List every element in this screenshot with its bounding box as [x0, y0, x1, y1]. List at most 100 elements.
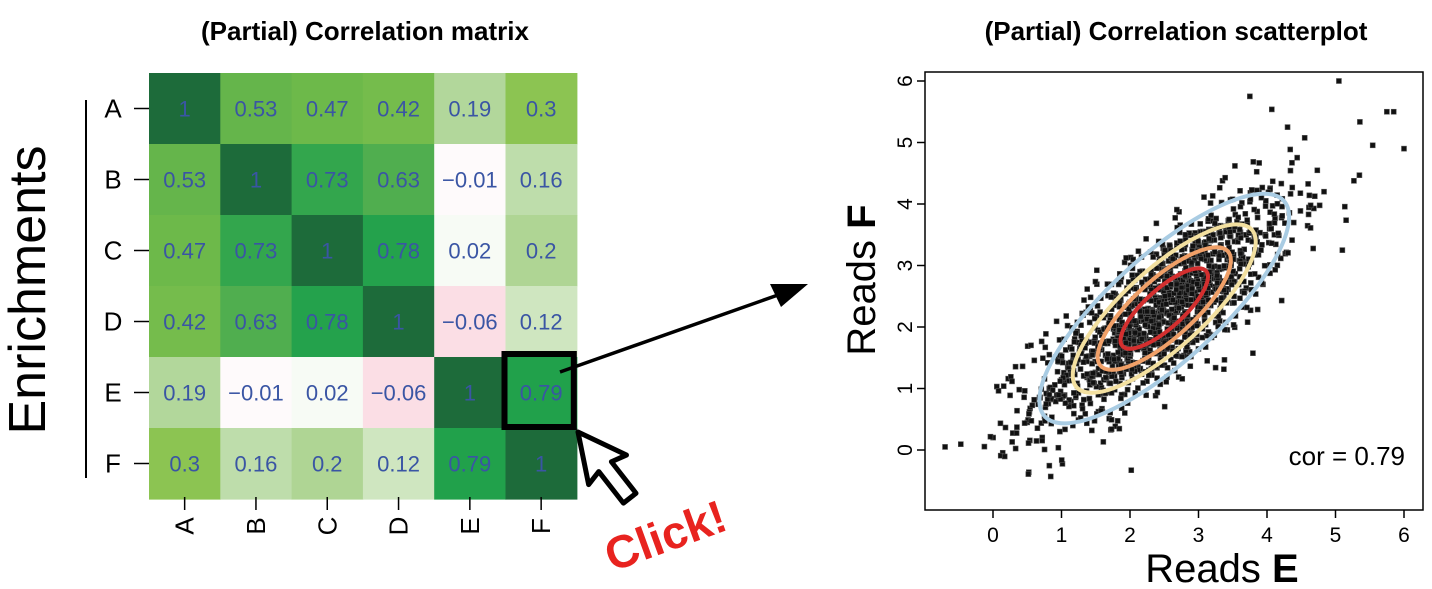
scatter-point [1147, 329, 1154, 336]
x-label-prefix: Reads [1145, 547, 1272, 589]
scatter-point [1000, 383, 1007, 389]
scatter-point [1138, 313, 1144, 320]
heatmap-cell-D-F[interactable] [505, 286, 578, 358]
scatter-point [1019, 363, 1026, 370]
heatmap-cell-C-F[interactable] [505, 215, 578, 287]
scatter-point [1088, 310, 1095, 316]
heatmap-cells[interactable]: 1 0.53 0.47 0.42 0.19 0.3 0.53 1 0.73 0.63 −0.01 0.… [149, 73, 578, 500]
heatmap-cell-E-D[interactable] [362, 357, 435, 429]
density-contour-mid [1070, 222, 1258, 395]
heatmap-cell-F-A[interactable] [149, 428, 221, 500]
scatter-point [1228, 281, 1235, 288]
scatter-point [1258, 247, 1264, 253]
heatmap-cell-C-C[interactable] [291, 215, 364, 287]
scatter-point [1178, 284, 1185, 291]
heatmap-cell-E-A[interactable] [149, 357, 221, 429]
heatmap-cell-D-B[interactable] [220, 286, 293, 358]
heatmap-cell-D-D[interactable] [362, 286, 435, 358]
scatter-point [1161, 293, 1168, 300]
heatmap-cell-B-D[interactable] [362, 144, 435, 216]
scatter-point [1070, 402, 1077, 409]
scatter-point [1097, 309, 1103, 315]
heatmap-cell-A-D[interactable] [362, 73, 435, 145]
scatter-point [1204, 358, 1210, 364]
scatter-point [1104, 355, 1110, 362]
heatmap-column-label: C [312, 517, 342, 536]
scatter-point [1115, 281, 1122, 288]
heatmap-cell-F-E[interactable] [434, 428, 507, 500]
scatter-point [1351, 178, 1357, 184]
heatmap-cell-C-D[interactable] [362, 215, 435, 287]
scatter-point [1108, 426, 1115, 432]
heatmap-cell-C-E[interactable] [434, 215, 507, 287]
heatmap-cell-B-F[interactable] [505, 144, 578, 216]
heatmap-cell-value: 1 [535, 452, 547, 477]
heatmap-cell-value: 0.79 [448, 452, 491, 477]
heatmap-cell-B-E[interactable] [434, 144, 507, 216]
heatmap-cell-value: 1 [392, 310, 404, 335]
x-label-bold: E [1272, 547, 1299, 589]
heatmap-cell-F-B[interactable] [220, 428, 293, 500]
heatmap-cell-E-B[interactable] [220, 357, 293, 429]
heatmap-cell-D-C[interactable] [291, 286, 364, 358]
heatmap-row-label: B [104, 165, 121, 195]
scatter-point [1143, 392, 1149, 399]
heatmap-cell-value: 0.78 [377, 239, 420, 264]
scatter-point [1201, 194, 1207, 200]
heatmap-cell-D-A[interactable] [149, 286, 221, 358]
scatter-point [1122, 350, 1129, 357]
scatter-point [1248, 187, 1255, 193]
scatter-point [1156, 321, 1162, 328]
scatter-point [1021, 420, 1028, 426]
density-contour-inner [1095, 245, 1233, 372]
scatter-point [1168, 306, 1175, 313]
scatter-point [1054, 368, 1061, 375]
scatter-point [1289, 184, 1296, 191]
heatmap-cell-C-B[interactable] [220, 215, 293, 287]
scatter-point [1089, 352, 1096, 358]
heatmap-cell-value: 0.12 [520, 310, 563, 335]
highlighted-cell-frame[interactable] [501, 351, 577, 430]
y-tick-label: 6 [894, 75, 917, 87]
heatmap-cell-F-C[interactable] [291, 428, 364, 500]
heatmap-cell-A-A[interactable] [149, 73, 221, 145]
scatter-point [1055, 392, 1062, 398]
scatter-point [1384, 108, 1390, 115]
scatter-point [1297, 190, 1304, 196]
heatmap-cell-B-C[interactable] [291, 144, 364, 216]
scatter-point [1090, 370, 1096, 377]
heatmap-cell-D-E[interactable] [434, 286, 507, 358]
scatter-point [1284, 124, 1291, 130]
scatter-point [1390, 108, 1397, 115]
heatmap-cell-value: 1 [464, 381, 476, 406]
scatter-point [1305, 211, 1312, 218]
scatter-point [1285, 250, 1291, 256]
heatmap-cell-F-F[interactable] [505, 428, 578, 500]
heatmap-cell-value: 0.16 [235, 452, 278, 477]
scatter-point [1241, 289, 1248, 296]
scatter-point [1049, 387, 1056, 394]
scatter-point [1135, 248, 1142, 254]
heatmap-cell-E-E[interactable] [434, 357, 507, 429]
scatter-point [1194, 260, 1201, 267]
scatter-point [1161, 351, 1167, 357]
heatmap-cell-value: 0.16 [520, 168, 563, 193]
scatter-point [1205, 252, 1211, 259]
scatter-point [1153, 220, 1160, 227]
heatmap-cell-A-B[interactable] [220, 73, 293, 145]
heatmap-cell-A-F[interactable] [505, 73, 578, 145]
scatter-point [1107, 380, 1114, 387]
heatmap-cell-B-A[interactable] [149, 144, 221, 216]
heatmap-cell-E-C[interactable] [291, 357, 364, 429]
heatmap-cell-value: 0.12 [377, 452, 420, 477]
scatter-point [1321, 188, 1327, 195]
heatmap-cell-C-A[interactable] [149, 215, 221, 287]
heatmap-cell-B-B[interactable] [220, 144, 293, 216]
scatter-point [1116, 299, 1123, 306]
heatmap-cell-F-D[interactable] [362, 428, 435, 500]
scatter-point [1173, 281, 1180, 288]
scatter-point [1259, 241, 1265, 248]
heatmap-cell-A-E[interactable] [434, 73, 507, 145]
heatmap-cell-A-C[interactable] [291, 73, 364, 145]
scatter-point [1077, 366, 1084, 372]
